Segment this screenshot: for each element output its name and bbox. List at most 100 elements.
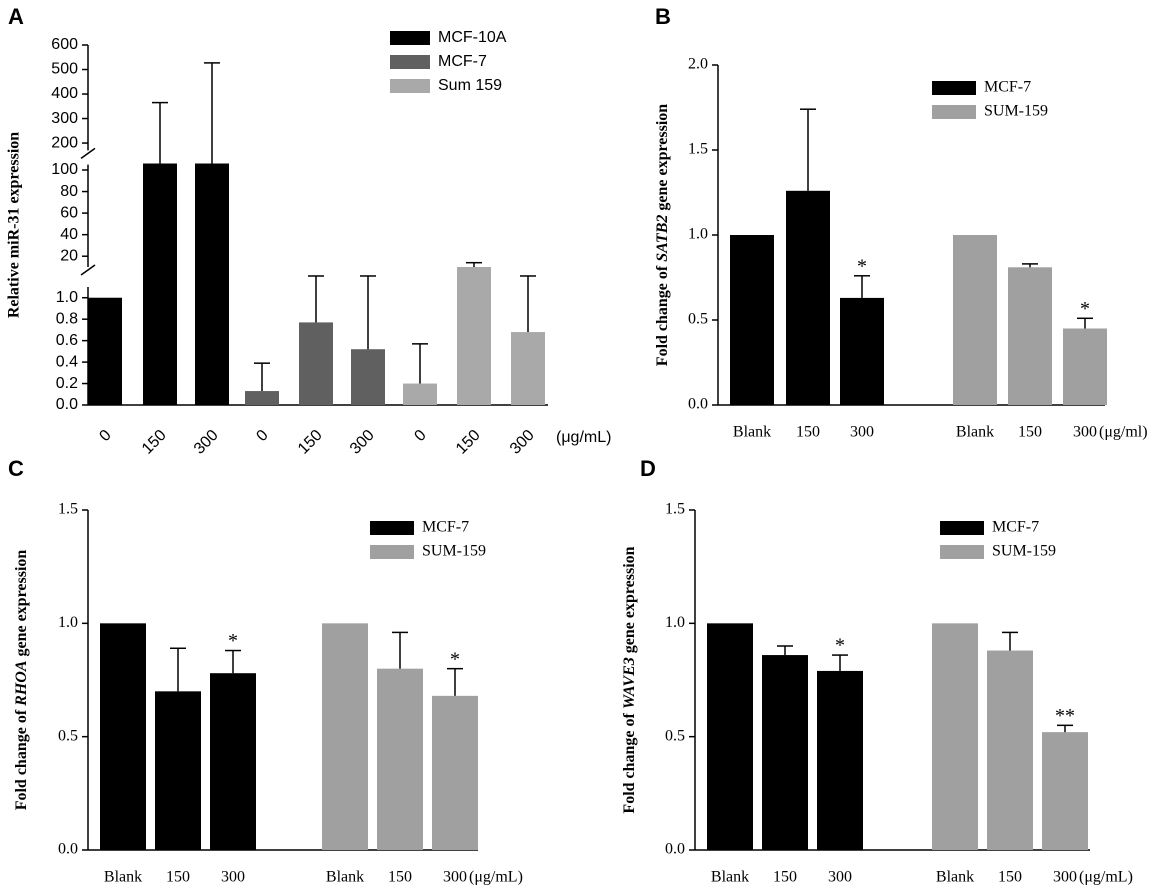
y-tick-label: 2.0 [688,56,708,73]
y-axis-label: Fold change of SATB2 gene expression [654,104,671,367]
bar [88,297,122,405]
axis-break [80,264,96,276]
legend-label: Sum 159 [438,77,502,94]
bar [143,163,177,405]
bar [245,391,279,405]
x-unit: (μg/mL) [469,869,523,886]
y-tick-label: 0.0 [58,841,78,858]
y-tick-label: 400 [51,85,78,102]
legend-label: SUM-159 [984,103,1048,120]
y-tick-label: 1.5 [688,141,708,158]
y-tick-label: 1.5 [58,501,78,518]
y-axis-label-part: gene expression [654,104,671,215]
bar [457,267,491,405]
x-tick-label: 300 [507,427,538,458]
y-tick-label: 0.5 [665,727,685,744]
y-axis-label-part: Fold change of [654,262,671,366]
legend-label: SUM-159 [992,543,1056,560]
y-tick-label: 200 [51,134,78,151]
bar [953,235,997,405]
x-unit: (μg/ml) [1099,424,1148,441]
y-axis-label-part: Fold change of [621,709,638,813]
bar [817,670,863,850]
bar [351,349,385,405]
y-tick-label: 1.0 [688,226,708,243]
x-tick-label: 150 [998,869,1022,886]
y-tick-label: 0.0 [665,841,685,858]
x-tick-label: 300 [221,869,245,886]
legend-swatch [390,79,430,93]
panel-label: B [655,4,671,29]
y-tick-label: 40 [60,226,78,243]
y-tick-label: 0.0 [56,396,78,413]
y-tick-label: 600 [51,36,78,53]
panel-label: D [640,456,656,481]
bar [432,695,478,850]
y-tick-label: 1.0 [56,289,78,306]
y-tick-label: 60 [60,204,78,221]
y-axis-label: Relative miR-31 expression [6,132,23,318]
x-tick-label: Blank [733,424,771,441]
x-unit: (μg/mL) [556,429,611,446]
y-tick-label: 20 [60,247,78,264]
y-axis-label-part: gene expression [621,546,638,657]
y-axis-label-part: Fold change of [13,706,30,810]
x-tick-label: 300 [1073,424,1097,441]
x-tick-label: 300 [443,869,467,886]
panel-label: A [8,4,24,29]
bar [707,623,753,850]
bar [299,322,333,405]
y-axis-label-part: WAVE3 [621,657,638,709]
y-tick-label: 100 [51,161,78,178]
x-tick-label: 300 [347,427,378,458]
y-axis-label: Fold change of WAVE3 gene expression [621,546,638,813]
legend-swatch [370,521,414,535]
bar [100,623,146,850]
legend-swatch [390,31,430,45]
x-tick-label: 150 [295,427,326,458]
bar [786,190,830,405]
x-tick-label: Blank [711,869,749,886]
y-tick-label: 0.6 [56,332,78,349]
bar [987,650,1033,850]
y-tick-label: 1.0 [58,614,78,631]
bar [403,383,437,405]
significance: * [1080,298,1090,320]
bar [730,235,774,405]
x-unit: (μg/mL) [1079,869,1133,886]
bar [840,297,884,405]
x-tick-label: 150 [773,869,797,886]
y-tick-label: 1.5 [665,501,685,518]
bar [1008,267,1052,405]
legend-swatch [390,55,430,69]
x-tick-label: Blank [936,869,974,886]
axis-break [80,147,96,160]
bar [1042,732,1088,850]
x-tick-label: 300 [828,869,852,886]
x-tick-label: 150 [139,427,170,458]
legend-label: MCF-10A [438,29,507,46]
legend-swatch [940,521,984,535]
x-tick-label: 0 [96,427,114,445]
y-tick-label: 500 [51,61,78,78]
x-tick-label: 150 [166,869,190,886]
significance: * [857,255,867,277]
bar [932,623,978,850]
x-tick-label: 300 [1053,869,1077,886]
x-tick-label: 150 [388,869,412,886]
significance: ** [1055,705,1075,727]
y-tick-label: 0.4 [56,353,78,370]
x-tick-label: Blank [326,869,364,886]
x-tick-label: 150 [1018,424,1042,441]
significance: * [450,648,460,670]
y-axis-label-part: gene expression [13,550,30,661]
legend-swatch [940,545,984,559]
legend-swatch [932,81,976,95]
x-tick-label: Blank [104,869,142,886]
y-axis-label-part: SATB2 [654,215,671,262]
y-tick-label: 0.5 [688,311,708,328]
x-tick-label: 150 [453,427,484,458]
legend-label: MCF-7 [438,53,487,70]
y-tick-label: 300 [51,110,78,127]
bar [322,623,368,850]
